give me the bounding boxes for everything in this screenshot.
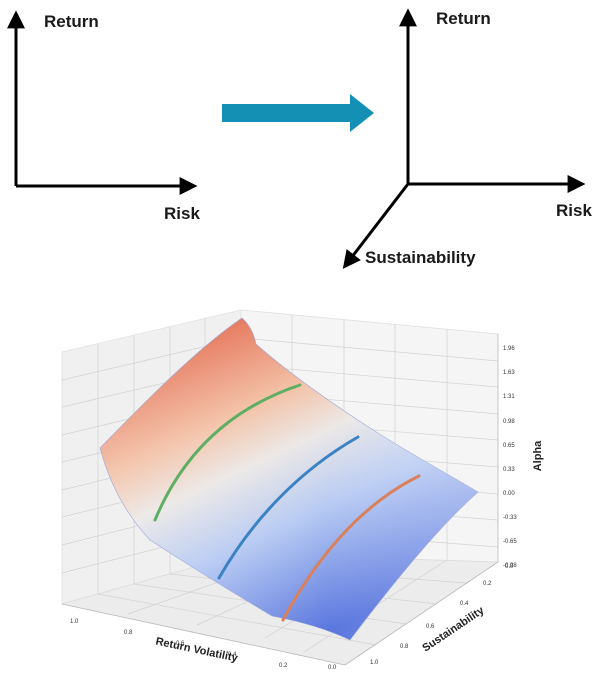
surface-shading: [100, 318, 478, 640]
z-tick-label: 1.31: [503, 394, 515, 400]
z-tick-label: -0.65: [503, 539, 517, 545]
return-axis-label: Return: [44, 12, 99, 31]
x-tick-label: 0.0: [328, 665, 337, 671]
risk-axis-label: Risk: [164, 204, 200, 223]
y-ticks: 0.0 0.2 0.4 0.6 0.8 1.0: [370, 564, 514, 666]
return-risk-diagram: Return Risk: [7, 10, 200, 223]
sustainability-axis-label: Sustainability: [365, 248, 476, 267]
z-tick-label: 1.96: [503, 346, 515, 352]
x-ticks: 1.0 0.8 0.6 0.4 0.2 0.0: [70, 619, 337, 671]
z-axis-label: Alpha: [532, 440, 544, 471]
curve-green: [153, 383, 302, 522]
x-tick-label: 0.6: [176, 641, 185, 647]
z-tick-label: 1.63: [503, 370, 515, 376]
return-risk-sustainability-diagram: Return Risk Sustainability: [342, 8, 592, 269]
transition-arrow-icon: [222, 94, 374, 132]
y-tick-label: 0.8: [400, 644, 409, 650]
y-tick-label: 0.2: [483, 581, 492, 587]
y-axis-line: [344, 561, 499, 666]
x-tick-label: 0.2: [279, 663, 288, 669]
x-tick-label: 1.0: [70, 619, 79, 625]
return-axis-label: Return: [436, 9, 491, 28]
z-tick-label: 0.65: [503, 443, 515, 449]
y-tick-label: 0.4: [460, 601, 469, 607]
y-tick-label: 0.0: [505, 564, 514, 570]
x-tick-label: 0.4: [228, 652, 237, 658]
curve-blue: [217, 435, 360, 580]
z-tick-label: 0.00: [503, 491, 515, 497]
curve-orange: [281, 474, 421, 622]
x-tick-label: 0.8: [124, 630, 133, 636]
y-tick-label: 1.0: [370, 660, 379, 666]
z-tick-label: -0.98: [503, 563, 517, 569]
sustainability-axis: [342, 183, 410, 269]
risk-axis-label: Risk: [556, 201, 592, 220]
z-ticks: 1.96 1.63 1.31 0.98 0.65 0.33 0.00 -0.33…: [503, 346, 517, 569]
z-tick-label: 0.33: [503, 467, 515, 473]
z-tick-label: 0.98: [503, 419, 515, 425]
y-tick-label: 0.6: [426, 624, 435, 630]
x-axis-line: [61, 603, 346, 666]
surface-plot: 1.96 1.63 1.31 0.98 0.65 0.33 0.00 -0.33…: [61, 309, 544, 671]
z-tick-label: -0.33: [503, 515, 517, 521]
